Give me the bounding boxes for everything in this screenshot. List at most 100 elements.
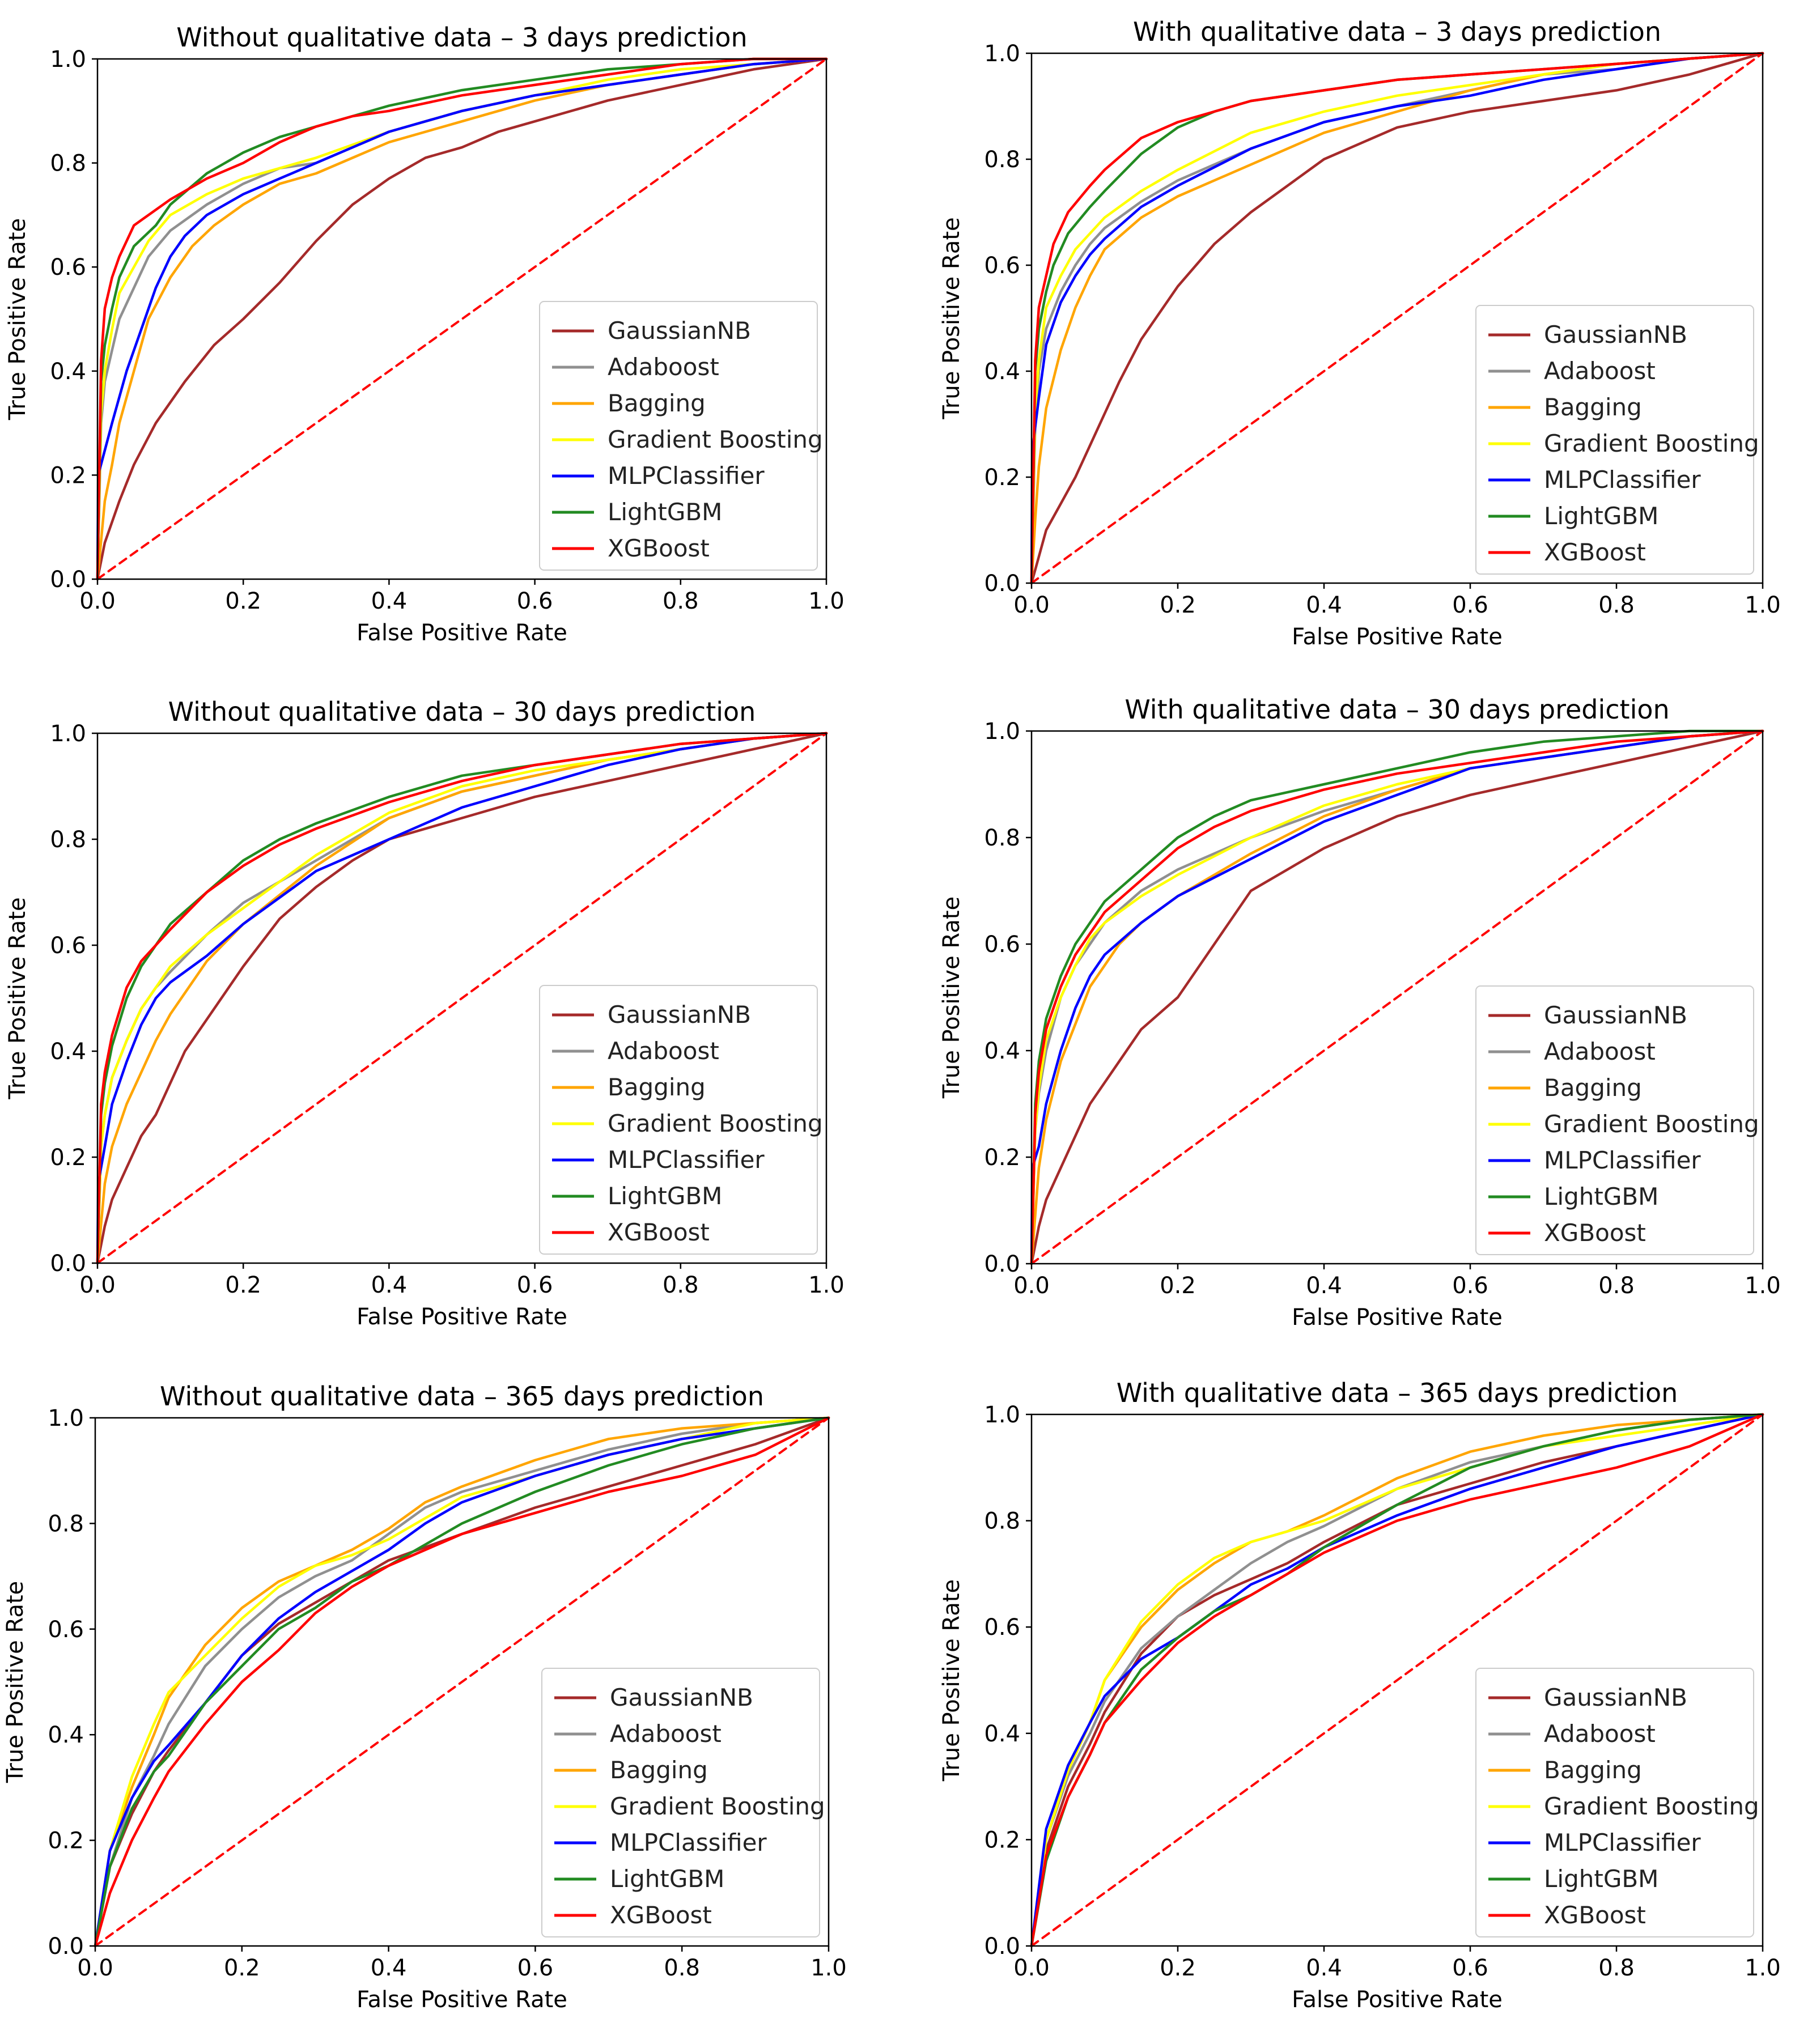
legend-label: GaussianNB xyxy=(1544,1001,1687,1029)
legend-label: Bagging xyxy=(608,389,706,417)
y-tick-label: 0.4 xyxy=(50,359,86,385)
x-tick-label: 0.8 xyxy=(663,1272,699,1298)
legend-label: Bagging xyxy=(1544,393,1642,421)
chance-diagonal-line xyxy=(1030,52,1764,584)
x-tick-label: 0.2 xyxy=(225,588,261,614)
legend-label: LightGBM xyxy=(1544,502,1658,530)
legend-box xyxy=(1475,985,1754,1255)
x-tick-label: 0.2 xyxy=(1160,1955,1196,1981)
legend-label: MLPClassifier xyxy=(1544,466,1701,494)
x-tick-label: 1.0 xyxy=(1745,592,1781,618)
legend-label: XGBoost xyxy=(1544,1219,1646,1247)
y-tick-label: 1.0 xyxy=(984,41,1020,67)
y-tick-label: 0.2 xyxy=(50,1145,86,1171)
legend-item: Adaboost xyxy=(552,353,719,381)
y-tick-label: 0.0 xyxy=(984,571,1020,597)
x-axis-label: False Positive Rate xyxy=(357,1304,567,1330)
y-tick-label: 0.8 xyxy=(984,147,1020,173)
legend-item: GaussianNB xyxy=(552,317,751,345)
legend-item: Gradient Boosting xyxy=(552,1110,823,1137)
legend-item: XGBoost xyxy=(1488,538,1646,566)
y-axis-label: True Positive Rate xyxy=(939,896,965,1099)
y-tick-label: 0.0 xyxy=(48,1933,84,1960)
x-tick-label: 0.0 xyxy=(79,1272,116,1298)
legend-item: Gradient Boosting xyxy=(1488,430,1759,457)
legend: GaussianNB Adaboost Bagging Gradient Boosti… xyxy=(541,1668,825,1937)
roc-line-mlpclassifier xyxy=(1030,729,1764,1265)
legend-box xyxy=(541,1668,820,1937)
x-tick-label: 0.8 xyxy=(664,1955,700,1981)
y-tick-label: 1.0 xyxy=(984,719,1020,745)
y-axis-label: True Positive Rate xyxy=(939,217,965,419)
legend-label: Gradient Boosting xyxy=(1544,1792,1759,1820)
y-tick-label: 0.8 xyxy=(984,1508,1020,1535)
legend-item: LightGBM xyxy=(552,498,722,526)
y-tick-label: 0.0 xyxy=(984,1251,1020,1277)
legend-item: Gradient Boosting xyxy=(552,426,823,453)
legend-label: MLPClassifier xyxy=(1544,1829,1701,1856)
legend-item: Gradient Boosting xyxy=(1488,1792,1759,1820)
legend-label: Bagging xyxy=(608,1073,706,1101)
x-tick-label: 1.0 xyxy=(1745,1273,1781,1299)
legend: GaussianNB Adaboost Bagging Gradient Boosti… xyxy=(1475,985,1759,1255)
chance-diagonal-line xyxy=(94,1417,830,1947)
legend-item: LightGBM xyxy=(1488,1183,1658,1210)
legend-item: MLPClassifier xyxy=(552,1146,765,1174)
plot-frame xyxy=(96,732,828,1264)
roc-line-mlpclassifier xyxy=(1030,1413,1764,1948)
roc-line-xgboost xyxy=(1030,52,1764,585)
roc-line-lightgbm xyxy=(96,57,828,581)
legend-item: GaussianNB xyxy=(1488,321,1687,349)
y-tick-label: 0.8 xyxy=(50,151,86,177)
y-tick-label: 0.6 xyxy=(984,932,1020,958)
roc-line-xgboost xyxy=(1030,1413,1764,1948)
y-tick-label: 0.2 xyxy=(50,462,86,488)
y-tick-label: 0.6 xyxy=(50,254,86,281)
roc-line-adaboost xyxy=(94,1416,830,1948)
plot-frame xyxy=(1030,1413,1764,1947)
legend: GaussianNB Adaboost Bagging Gradient Boosti… xyxy=(1475,305,1759,575)
roc-line-xgboost xyxy=(96,732,828,1265)
roc-line-lightgbm xyxy=(94,1416,830,1948)
legend-item: Adaboost xyxy=(552,1037,719,1065)
roc-line-gaussiannb xyxy=(1030,729,1764,1265)
x-tick-label: 0.2 xyxy=(1160,1273,1196,1299)
y-tick-label: 0.4 xyxy=(984,359,1020,385)
x-axis-label: False Positive Rate xyxy=(357,620,567,646)
legend-item: GaussianNB xyxy=(554,1684,753,1711)
y-tick-label: 0.4 xyxy=(50,1039,86,1065)
x-tick-label: 0.0 xyxy=(79,588,116,614)
legend-label: MLPClassifier xyxy=(608,462,765,490)
roc-panel-2: With qualitative data – 3 days predictio… xyxy=(939,16,1781,650)
legend-label: Adaboost xyxy=(608,1037,719,1065)
y-tick-label: 0.4 xyxy=(984,1038,1020,1064)
x-tick-label: 0.4 xyxy=(371,1955,407,1981)
x-tick-label: 0.4 xyxy=(1306,1955,1342,1981)
y-axis-label: True Positive Rate xyxy=(5,897,31,1099)
x-tick-label: 1.0 xyxy=(810,1955,847,1981)
legend-item: MLPClassifier xyxy=(1488,1829,1701,1856)
legend-label: Bagging xyxy=(1544,1756,1642,1784)
legend-label: MLPClassifier xyxy=(610,1829,767,1856)
legend-label: MLPClassifier xyxy=(608,1146,765,1174)
x-axis-label: False Positive Rate xyxy=(1292,1304,1503,1331)
roc-panel-4: With qualitative data – 30 days predicti… xyxy=(939,694,1781,1331)
roc-line-xgboost xyxy=(94,1416,830,1948)
roc-panel-6: With qualitative data – 365 days predict… xyxy=(939,1378,1781,2013)
legend-label: LightGBM xyxy=(608,498,722,526)
legend-label: GaussianNB xyxy=(1544,1684,1687,1711)
y-tick-label: 0.6 xyxy=(984,1614,1020,1641)
legend-label: Adaboost xyxy=(608,353,719,381)
y-tick-label: 0.6 xyxy=(50,933,86,959)
roc-line-lightgbm xyxy=(1030,729,1764,1265)
x-tick-label: 0.6 xyxy=(1452,1955,1488,1981)
x-tick-label: 0.4 xyxy=(1306,592,1342,618)
legend-item: LightGBM xyxy=(1488,1865,1658,1893)
x-tick-label: 0.6 xyxy=(517,1955,554,1981)
legend-label: XGBoost xyxy=(1544,1901,1646,1929)
y-tick-label: 0.4 xyxy=(984,1721,1020,1747)
roc-line-mlpclassifier xyxy=(94,1416,830,1948)
x-tick-label: 0.0 xyxy=(1013,592,1050,618)
x-tick-label: 0.2 xyxy=(1160,592,1196,618)
roc-line-xgboost xyxy=(1030,729,1764,1265)
